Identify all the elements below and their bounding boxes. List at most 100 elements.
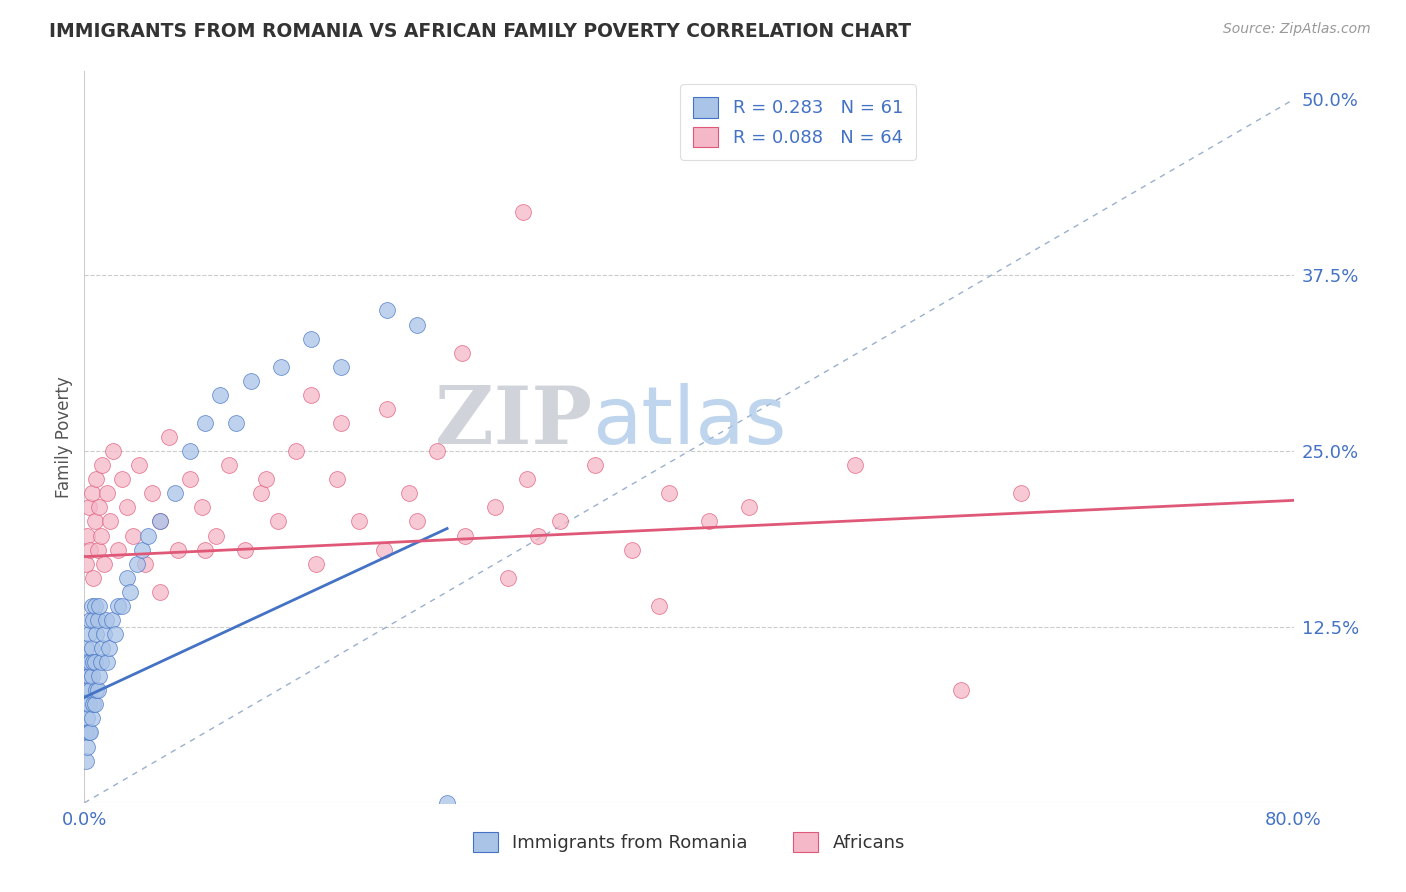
Point [76, 739, 98, 754]
Point [285, 444, 308, 458]
Point [80, 599, 103, 613]
Point [512, 205, 534, 219]
Point [527, 528, 550, 542]
Point [516, 472, 538, 486]
Point [620, 542, 643, 557]
Point [451, 345, 474, 359]
Point [115, 500, 138, 515]
Point [91, 458, 114, 473]
Point [738, 500, 761, 515]
Point [406, 318, 429, 332]
Point [107, 542, 129, 557]
Text: IMMIGRANTS FROM ROMANIA VS AFRICAN FAMILY POVERTY CORRELATION CHART: IMMIGRANTS FROM ROMANIA VS AFRICAN FAMIL… [49, 22, 911, 41]
Point [658, 486, 681, 500]
Point [373, 542, 395, 557]
Point [330, 416, 353, 430]
Point [80, 711, 103, 725]
Point [375, 303, 398, 318]
Point [330, 359, 353, 374]
Point [484, 500, 506, 515]
Point [75, 669, 97, 683]
Point [299, 388, 322, 402]
Point [89, 500, 111, 515]
Point [194, 416, 217, 430]
Point [77, 669, 100, 683]
Point [79, 655, 101, 669]
Point [101, 444, 124, 458]
Point [304, 557, 326, 571]
Point [90, 655, 112, 669]
Point [82, 655, 104, 669]
Point [121, 528, 143, 542]
Point [94, 613, 117, 627]
Point [84, 599, 107, 613]
Point [127, 557, 149, 571]
Point [75, 557, 97, 571]
Point [76, 711, 98, 725]
Point [84, 698, 107, 712]
Point [326, 472, 349, 486]
Point [82, 613, 104, 627]
Point [97, 641, 120, 656]
Point [93, 557, 115, 571]
Point [149, 515, 172, 529]
Point [349, 515, 371, 529]
Point [496, 571, 519, 585]
Point [93, 627, 115, 641]
Point [79, 613, 101, 627]
Point [77, 500, 100, 515]
Point [84, 655, 107, 669]
Point [82, 698, 104, 712]
Point [1011, 486, 1033, 500]
Point [436, 796, 458, 810]
Point [75, 698, 97, 712]
Point [75, 641, 97, 656]
Point [75, 754, 97, 768]
Point [89, 599, 111, 613]
Point [75, 725, 97, 739]
Point [583, 458, 606, 473]
Point [141, 486, 163, 500]
Point [239, 374, 262, 388]
Point [250, 486, 273, 500]
Point [79, 542, 101, 557]
Point [165, 486, 187, 500]
Text: atlas: atlas [592, 384, 786, 461]
Text: Source: ZipAtlas.com: Source: ZipAtlas.com [1223, 22, 1371, 37]
Point [267, 515, 290, 529]
Point [90, 528, 112, 542]
Point [76, 683, 98, 698]
Point [375, 401, 398, 416]
Point [149, 515, 172, 529]
Point [111, 599, 134, 613]
Point [87, 683, 110, 698]
Point [87, 542, 110, 557]
Point [76, 655, 98, 669]
Point [79, 683, 101, 698]
Point [84, 515, 107, 529]
Point [104, 627, 127, 641]
Point [179, 472, 201, 486]
Point [205, 528, 228, 542]
Point [648, 599, 671, 613]
Point [157, 430, 180, 444]
Point [136, 528, 159, 542]
Point [76, 528, 98, 542]
Point [950, 683, 973, 698]
Point [128, 458, 150, 473]
Point [89, 669, 111, 683]
Point [80, 486, 103, 500]
Point [270, 359, 292, 374]
Point [91, 641, 114, 656]
Point [454, 528, 477, 542]
Point [425, 444, 447, 458]
Point [79, 725, 101, 739]
Point [77, 698, 100, 712]
Legend: Immigrants from Romania, Africans: Immigrants from Romania, Africans [465, 824, 912, 860]
Point [77, 627, 100, 641]
Point [107, 599, 129, 613]
Point [115, 571, 138, 585]
Point [225, 416, 247, 430]
Point [844, 458, 866, 473]
Point [100, 613, 122, 627]
